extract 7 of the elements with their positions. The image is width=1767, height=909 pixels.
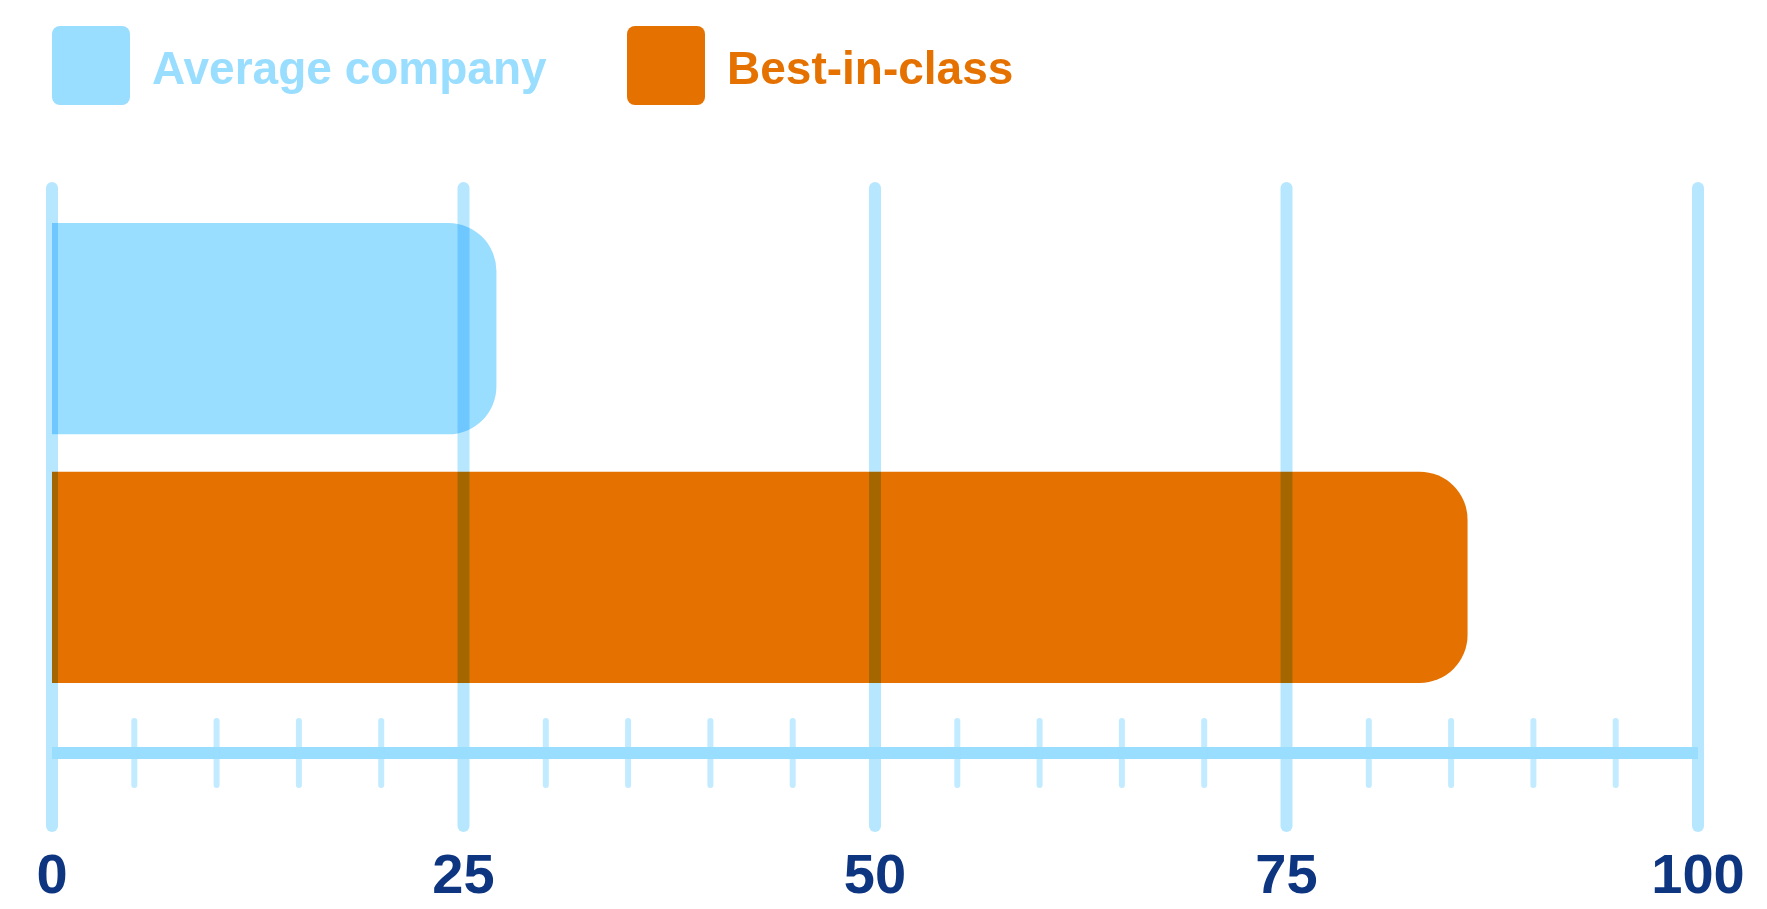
x-tick-label: 75 <box>1255 842 1318 905</box>
legend-label: Average company <box>152 42 547 94</box>
x-tick-label: 0 <box>36 842 68 905</box>
x-tick-label: 25 <box>432 842 495 905</box>
x-tick-label: 100 <box>1651 842 1745 905</box>
legend-label: Best-in-class <box>727 42 1014 94</box>
x-tick-label: 50 <box>843 842 907 905</box>
